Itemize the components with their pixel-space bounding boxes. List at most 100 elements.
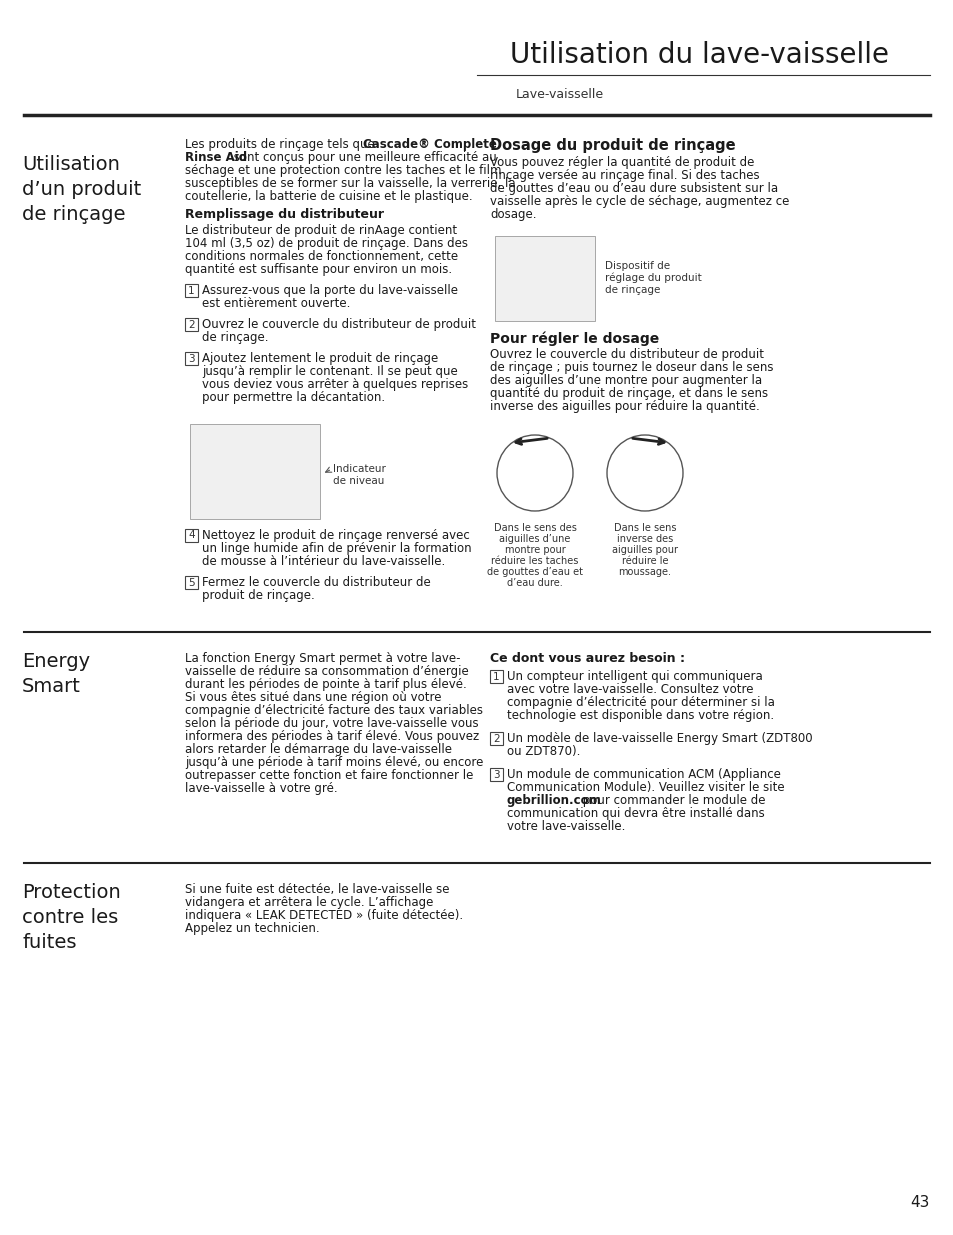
Text: vaisselle de réduire sa consommation d’énergie: vaisselle de réduire sa consommation d’é… <box>185 664 468 678</box>
FancyBboxPatch shape <box>490 671 502 683</box>
Text: jusqu’à remplir le contenant. Il se peut que: jusqu’à remplir le contenant. Il se peut… <box>202 366 457 378</box>
Text: Indicateur
de niveau: Indicateur de niveau <box>333 464 385 485</box>
Text: 3: 3 <box>493 769 499 779</box>
Text: Utilisation du lave-vaisselle: Utilisation du lave-vaisselle <box>510 41 888 69</box>
Text: Dosage du produit de rinçage: Dosage du produit de rinçage <box>490 138 735 153</box>
FancyBboxPatch shape <box>185 284 198 296</box>
Text: produit de rinçage.: produit de rinçage. <box>202 589 314 601</box>
Text: Ouvrez le couvercle du distributeur de produit: Ouvrez le couvercle du distributeur de p… <box>202 317 476 331</box>
FancyBboxPatch shape <box>190 424 319 519</box>
Text: ou ZDT870).: ou ZDT870). <box>506 745 579 758</box>
Text: pour permettre la décantation.: pour permettre la décantation. <box>202 391 385 404</box>
FancyBboxPatch shape <box>185 529 198 542</box>
Text: vous deviez vous arrêter à quelques reprises: vous deviez vous arrêter à quelques repr… <box>202 378 468 391</box>
Text: 104 ml (3,5 oz) de produit de rinçage. Dans des: 104 ml (3,5 oz) de produit de rinçage. D… <box>185 237 468 249</box>
Text: Utilisation
d’un produit
de rinçage: Utilisation d’un produit de rinçage <box>22 156 141 224</box>
Text: 1: 1 <box>493 672 499 682</box>
Text: montre pour: montre pour <box>504 545 565 555</box>
Text: Ce dont vous aurez besoin :: Ce dont vous aurez besoin : <box>490 652 684 664</box>
Text: lave-vaisselle à votre gré.: lave-vaisselle à votre gré. <box>185 782 337 795</box>
Text: rinçage versée au rinçage final. Si des taches: rinçage versée au rinçage final. Si des … <box>490 169 759 182</box>
FancyBboxPatch shape <box>185 352 198 366</box>
Text: quantité du produit de rinçage, et dans le sens: quantité du produit de rinçage, et dans … <box>490 387 767 400</box>
Text: un linge humide afin de prévenir la formation: un linge humide afin de prévenir la form… <box>202 542 471 555</box>
Text: Un modèle de lave-vaisselle Energy Smart (ZDT800: Un modèle de lave-vaisselle Energy Smart… <box>506 732 812 745</box>
Text: Si vous êtes situé dans une région où votre: Si vous êtes situé dans une région où vo… <box>185 692 441 704</box>
Text: d’eau dure.: d’eau dure. <box>507 578 562 588</box>
Text: 1: 1 <box>188 285 194 295</box>
Text: susceptibles de se former sur la vaisselle, la verrerie, la: susceptibles de se former sur la vaissel… <box>185 177 515 190</box>
Text: gebrillion.com: gebrillion.com <box>506 794 601 806</box>
Text: outrepasser cette fonction et faire fonctionner le: outrepasser cette fonction et faire fonc… <box>185 769 473 782</box>
Text: sont conçus pour une meilleure efficacité au: sont conçus pour une meilleure efficacit… <box>230 151 497 164</box>
Text: Un compteur intelligent qui communiquera: Un compteur intelligent qui communiquera <box>506 671 762 683</box>
Text: Le distributeur de produit de rinAage contient: Le distributeur de produit de rinAage co… <box>185 224 456 237</box>
Text: Ajoutez lentement le produit de rinçage: Ajoutez lentement le produit de rinçage <box>202 352 437 366</box>
Text: 2: 2 <box>493 734 499 743</box>
Text: compagnie d’électricité facture des taux variables: compagnie d’électricité facture des taux… <box>185 704 482 718</box>
FancyBboxPatch shape <box>490 768 502 781</box>
Text: de mousse à l’intérieur du lave-vaisselle.: de mousse à l’intérieur du lave-vaissell… <box>202 555 445 568</box>
Text: de gouttes d’eau ou d’eau dure subsistent sur la: de gouttes d’eau ou d’eau dure subsisten… <box>490 182 778 195</box>
Text: Vous pouvez régler la quantité de produit de: Vous pouvez régler la quantité de produi… <box>490 156 754 169</box>
Text: durant les périodes de pointe à tarif plus élevé.: durant les périodes de pointe à tarif pl… <box>185 678 466 692</box>
Text: Rinse Aid: Rinse Aid <box>185 151 247 164</box>
Text: Protection
contre les
fuites: Protection contre les fuites <box>22 883 121 952</box>
Text: informera des périodes à tarif élevé. Vous pouvez: informera des périodes à tarif élevé. Vo… <box>185 730 478 743</box>
Text: 2: 2 <box>188 320 194 330</box>
Text: réduire le: réduire le <box>621 556 667 566</box>
Text: Appelez un technicien.: Appelez un technicien. <box>185 923 319 935</box>
Text: Energy
Smart: Energy Smart <box>22 652 90 697</box>
Text: Dans le sens: Dans le sens <box>613 522 676 534</box>
Text: Dispositif de
réglage du produit
de rinçage: Dispositif de réglage du produit de rinç… <box>604 261 701 295</box>
Text: 43: 43 <box>910 1195 929 1210</box>
Text: Pour régler le dosage: Pour régler le dosage <box>490 331 659 346</box>
Text: 4: 4 <box>188 531 194 541</box>
Text: alors retarder le démarrage du lave-vaisselle: alors retarder le démarrage du lave-vais… <box>185 743 452 756</box>
Text: La fonction Energy Smart permet à votre lave-: La fonction Energy Smart permet à votre … <box>185 652 460 664</box>
FancyBboxPatch shape <box>490 732 502 745</box>
Text: de gouttes d’eau et: de gouttes d’eau et <box>486 567 582 577</box>
Text: de rinçage.: de rinçage. <box>202 331 268 345</box>
Text: communication qui devra être installé dans: communication qui devra être installé da… <box>506 806 764 820</box>
Text: jusqu’à une période à tarif moins élevé, ou encore: jusqu’à une période à tarif moins élevé,… <box>185 756 483 769</box>
Text: votre lave-vaisselle.: votre lave-vaisselle. <box>506 820 625 832</box>
Text: Si une fuite est détectée, le lave-vaisselle se: Si une fuite est détectée, le lave-vaiss… <box>185 883 449 897</box>
Text: indiquera « LEAK DETECTED » (fuite détectée).: indiquera « LEAK DETECTED » (fuite détec… <box>185 909 462 923</box>
Text: Ouvrez le couvercle du distributeur de produit: Ouvrez le couvercle du distributeur de p… <box>490 348 763 361</box>
Text: Les produits de rinçage tels que: Les produits de rinçage tels que <box>185 138 378 151</box>
Text: Dans le sens des: Dans le sens des <box>493 522 576 534</box>
Text: selon la période du jour, votre lave-vaisselle vous: selon la période du jour, votre lave-vai… <box>185 718 478 730</box>
Text: Assurez-vous que la porte du lave-vaisselle: Assurez-vous que la porte du lave-vaisse… <box>202 284 457 296</box>
Text: 5: 5 <box>188 578 194 588</box>
Text: inverse des aiguilles pour réduire la quantité.: inverse des aiguilles pour réduire la qu… <box>490 400 759 412</box>
Text: quantité est suffisante pour environ un mois.: quantité est suffisante pour environ un … <box>185 263 452 275</box>
Text: de rinçage ; puis tournez le doseur dans le sens: de rinçage ; puis tournez le doseur dans… <box>490 361 773 374</box>
Text: pour commander le module de: pour commander le module de <box>578 794 764 806</box>
Text: des aiguilles d’une montre pour augmenter la: des aiguilles d’une montre pour augmente… <box>490 374 761 387</box>
FancyBboxPatch shape <box>185 576 198 589</box>
Text: technologie est disponible dans votre région.: technologie est disponible dans votre ré… <box>506 709 773 722</box>
Text: conditions normales de fonctionnement, cette: conditions normales de fonctionnement, c… <box>185 249 457 263</box>
Text: Nettoyez le produit de rinçage renversé avec: Nettoyez le produit de rinçage renversé … <box>202 529 469 542</box>
Text: compagnie d’électricité pour déterminer si la: compagnie d’électricité pour déterminer … <box>506 697 774 709</box>
Text: Remplissage du distributeur: Remplissage du distributeur <box>185 207 384 221</box>
FancyBboxPatch shape <box>495 236 595 321</box>
Text: moussage.: moussage. <box>618 567 671 577</box>
Text: est entièrement ouverte.: est entièrement ouverte. <box>202 296 350 310</box>
Text: coutellerie, la batterie de cuisine et le plastique.: coutellerie, la batterie de cuisine et l… <box>185 190 472 203</box>
Text: aiguilles pour: aiguilles pour <box>612 545 678 555</box>
Text: Lave-vaisselle: Lave-vaisselle <box>516 89 603 101</box>
Text: Cascade® Complete: Cascade® Complete <box>363 138 497 151</box>
Text: Un module de communication ACM (Appliance: Un module de communication ACM (Applianc… <box>506 768 781 781</box>
Text: dosage.: dosage. <box>490 207 536 221</box>
Text: séchage et une protection contre les taches et le film: séchage et une protection contre les tac… <box>185 164 501 177</box>
Text: inverse des: inverse des <box>617 534 673 543</box>
FancyBboxPatch shape <box>185 317 198 331</box>
Text: aiguilles d’une: aiguilles d’une <box>498 534 570 543</box>
Text: vidangera et arrêtera le cycle. L’affichage: vidangera et arrêtera le cycle. L’affich… <box>185 897 433 909</box>
Text: 3: 3 <box>188 353 194 363</box>
Text: vaisselle après le cycle de séchage, augmentez ce: vaisselle après le cycle de séchage, aug… <box>490 195 788 207</box>
Text: Communication Module). Veuillez visiter le site: Communication Module). Veuillez visiter … <box>506 781 783 794</box>
Text: réduire les taches: réduire les taches <box>491 556 578 566</box>
